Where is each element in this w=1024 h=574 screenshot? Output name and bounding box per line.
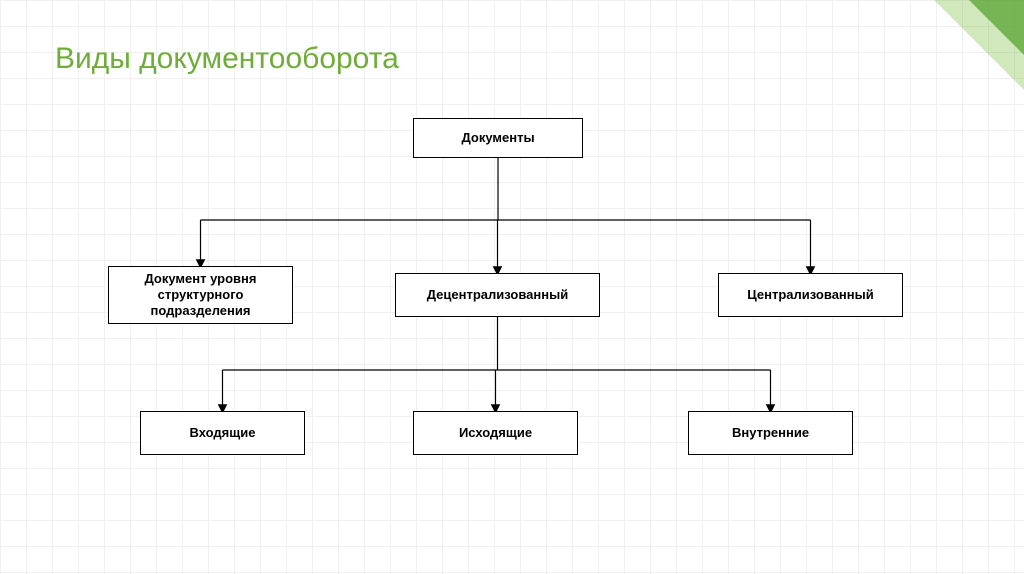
node-m3: Внутренние: [688, 411, 853, 455]
node-n1: Документ уровня структурного подразделен…: [108, 266, 293, 324]
node-m2: Исходящие: [413, 411, 578, 455]
corner-accent-triangle-inner: [969, 0, 1024, 55]
node-n2: Децентрализованный: [395, 273, 600, 317]
node-m1: Входящие: [140, 411, 305, 455]
node-n3: Централизованный: [718, 273, 903, 317]
node-root: Документы: [413, 118, 583, 158]
slide-title: Виды документооборота: [55, 42, 399, 76]
